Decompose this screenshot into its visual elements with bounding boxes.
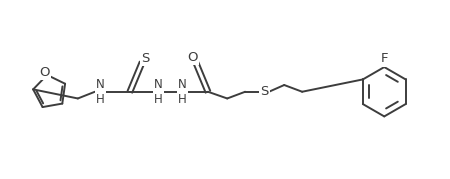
Text: N
H: N H	[96, 78, 105, 106]
Text: S: S	[141, 52, 149, 65]
Text: S: S	[260, 85, 269, 98]
Text: N
H: N H	[154, 78, 163, 106]
Text: O: O	[188, 51, 198, 64]
Text: N
H: N H	[178, 78, 187, 106]
Text: O: O	[40, 66, 50, 79]
Text: F: F	[381, 52, 388, 66]
